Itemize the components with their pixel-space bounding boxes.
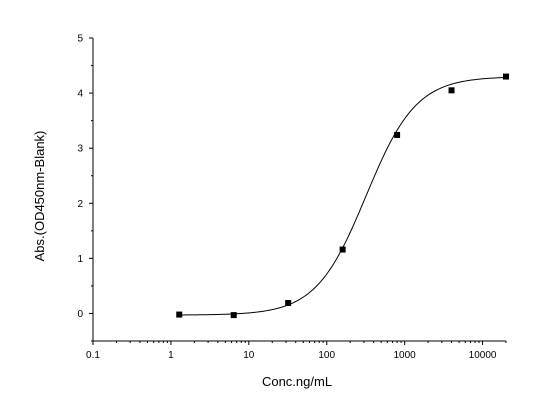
data-point	[339, 246, 346, 253]
axes	[92, 38, 506, 342]
data-point	[230, 312, 237, 319]
x-axis-title: Conc.ng/mL	[262, 374, 332, 389]
x-tick-label: 1000	[394, 350, 417, 361]
data-points	[176, 73, 509, 319]
y-tick-label: 4	[77, 89, 83, 100]
x-tick-label: 10000	[469, 350, 497, 361]
y-tick-label: 2	[77, 199, 83, 210]
data-point	[285, 299, 292, 306]
data-point	[394, 131, 401, 138]
y-tick-label: 0	[77, 309, 83, 320]
fit-curve	[179, 76, 507, 316]
data-point	[176, 311, 183, 318]
x-tick-label: 1	[168, 350, 174, 361]
fit-curve-group	[179, 76, 507, 316]
ticks: 0 1 2 3 4 5 0.1 1 10 100 1000 10000	[77, 34, 507, 361]
y-tick-label: 5	[77, 34, 83, 45]
y-tick-label: 3	[77, 144, 83, 155]
x-tick-label: 100	[318, 350, 335, 361]
x-tick-label: 10	[243, 350, 255, 361]
data-point	[448, 87, 455, 94]
y-tick-label: 1	[77, 254, 83, 265]
y-axis-title: Abs.(OD450nm-Blank)	[32, 131, 47, 262]
x-tick-label: 0.1	[86, 350, 100, 361]
data-point	[503, 73, 509, 80]
